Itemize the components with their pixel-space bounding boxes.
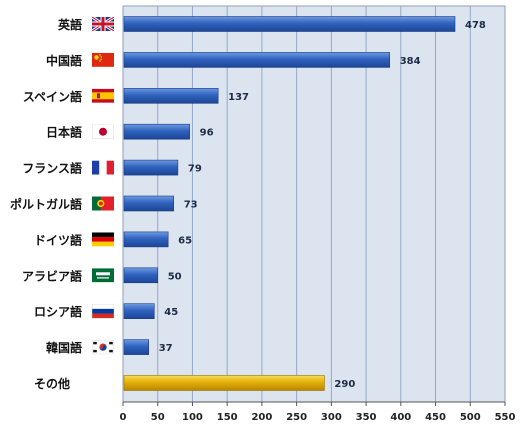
- category-label: アラビア語: [22, 268, 82, 283]
- france-flag-icon: [92, 160, 114, 175]
- portugal-flag-icon: [92, 196, 114, 211]
- japan-flag-icon: [92, 124, 114, 139]
- bar-value-label: 384: [400, 56, 421, 67]
- bars: 478 384 137 96 79 73 65 50 45 37 290: [123, 16, 486, 391]
- x-tick-label: 0: [120, 412, 127, 423]
- x-tick-label: 550: [495, 412, 516, 423]
- category-label: ロシア語: [34, 304, 82, 319]
- bar-value-label: 37: [159, 343, 173, 354]
- bar-value-label: 290: [334, 379, 355, 390]
- spain-flag-icon: [92, 88, 114, 103]
- bar: [123, 159, 179, 176]
- china-flag-icon: [92, 52, 114, 67]
- category-label: 中国語: [46, 53, 82, 68]
- bar-value-label: 73: [184, 200, 198, 211]
- category-label: 英語: [58, 17, 82, 32]
- x-tick-label: 300: [321, 412, 342, 423]
- bar: [123, 88, 219, 104]
- flags: [92, 17, 114, 355]
- bar: [123, 339, 149, 355]
- category-label: 日本語: [46, 125, 82, 140]
- bar: [123, 52, 391, 68]
- category-label: フランス語: [22, 161, 82, 176]
- category-label: 韓国語: [46, 340, 82, 355]
- x-axis-ticks: 0 50 100 150 200 250 300 350 400 450 500 550: [120, 401, 516, 423]
- bar: [123, 375, 325, 391]
- russia-flag-icon: [92, 304, 114, 319]
- germany-flag-icon: [92, 232, 114, 247]
- bar-value-label: 137: [228, 92, 249, 103]
- category-label: スペイン語: [23, 89, 82, 104]
- category-label: その他: [34, 376, 70, 391]
- x-tick-label: 100: [182, 412, 203, 423]
- saudi-arabia-flag-icon: [92, 268, 114, 283]
- bar: [123, 195, 175, 212]
- grid-lines: [157, 6, 471, 402]
- bar: [123, 231, 169, 248]
- uk-flag-icon: [92, 17, 114, 31]
- x-tick-label: 200: [251, 412, 272, 423]
- bar-value-label: 45: [164, 307, 178, 318]
- bar-value-label: 65: [178, 235, 192, 246]
- category-labels: 英語中国語スペイン語日本語フランス語ポルトガル語ドイツ語アラビア語ロシア語韓国語…: [10, 17, 82, 391]
- bar: [123, 123, 190, 140]
- bar: [123, 267, 159, 284]
- bar-value-label: 50: [168, 271, 182, 282]
- category-label: ドイツ語: [34, 232, 82, 247]
- bar-value-label: 96: [200, 128, 214, 139]
- bar: [123, 303, 155, 320]
- bar-value-label: 478: [465, 20, 486, 31]
- category-label: ポルトガル語: [10, 197, 82, 212]
- x-tick-label: 400: [390, 412, 411, 423]
- x-tick-label: 250: [286, 412, 307, 423]
- x-tick-label: 150: [217, 412, 238, 423]
- south-korea-flag-icon: [92, 340, 114, 355]
- x-tick-label: 350: [356, 412, 377, 423]
- bar-value-label: 79: [188, 164, 202, 175]
- x-tick-label: 50: [151, 412, 165, 423]
- x-tick-label: 500: [460, 412, 481, 423]
- x-tick-label: 450: [425, 412, 446, 423]
- plot-area: [122, 5, 506, 403]
- bar: [123, 16, 456, 32]
